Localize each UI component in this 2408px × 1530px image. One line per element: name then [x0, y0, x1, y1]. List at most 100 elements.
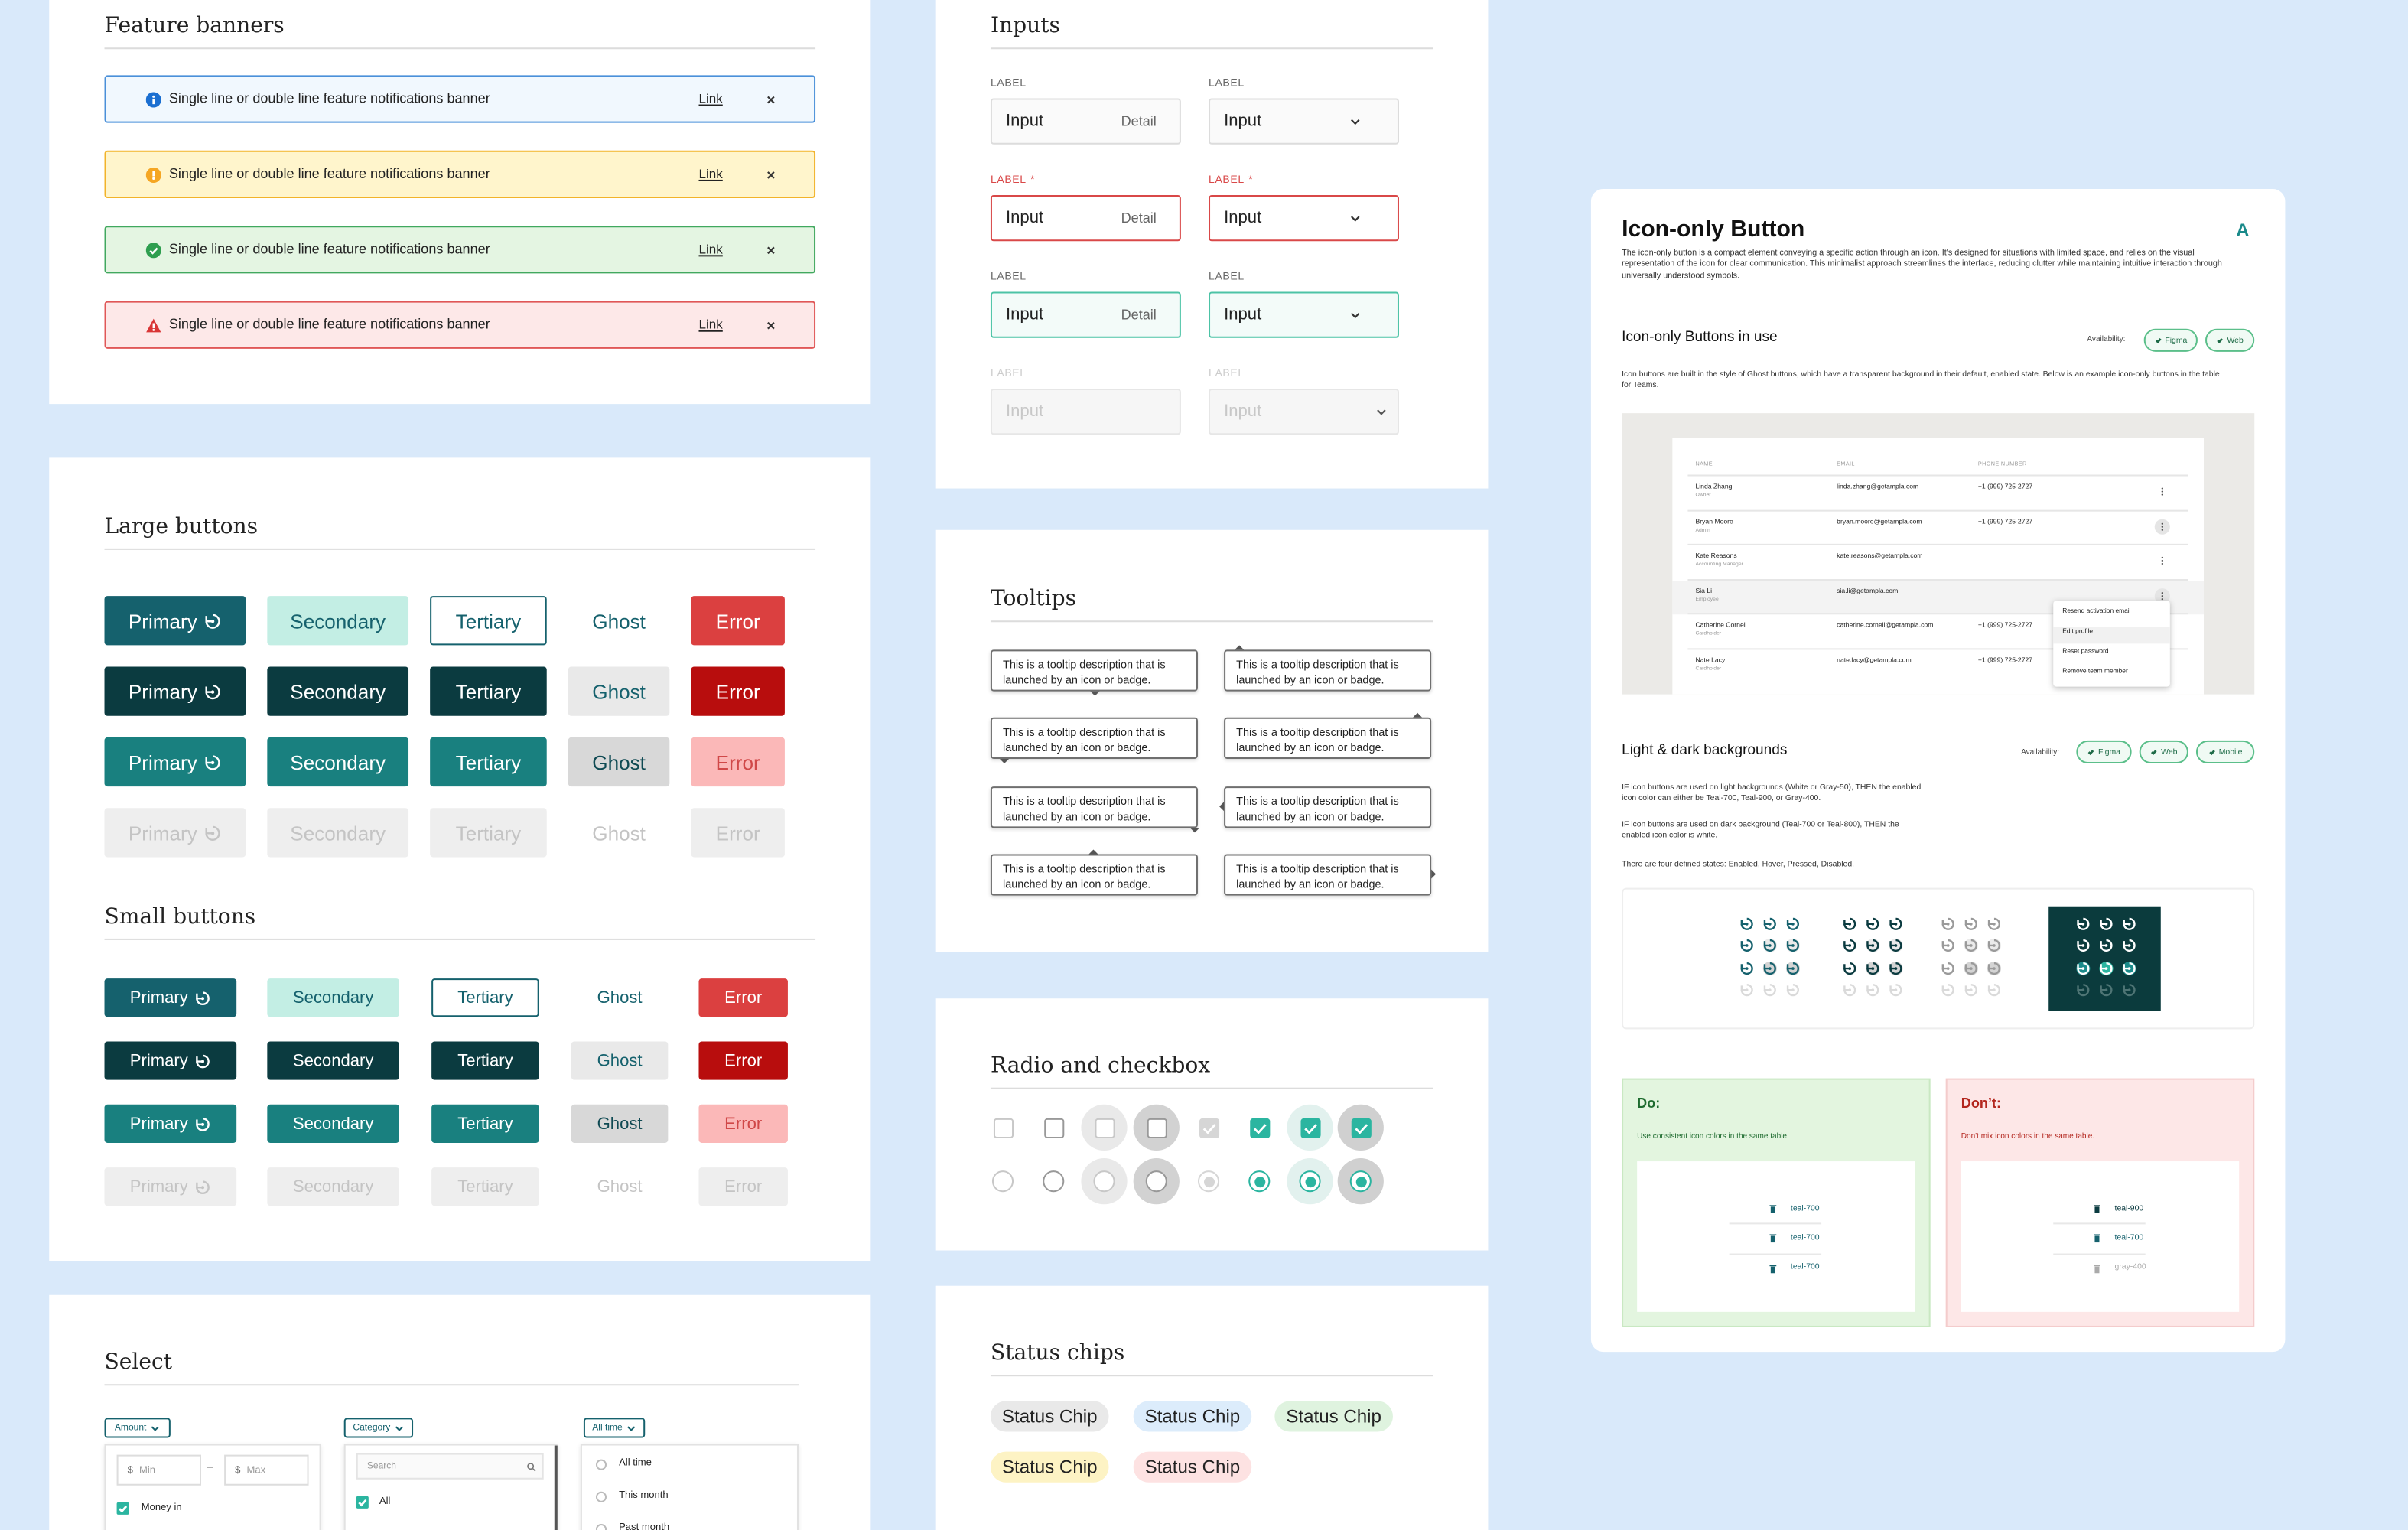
button[interactable]: Secondary — [267, 1041, 399, 1080]
button[interactable]: Tertiary — [431, 1041, 539, 1080]
radio[interactable] — [1043, 1170, 1065, 1193]
icon — [1769, 1264, 1777, 1273]
filter-chip[interactable]: Amount — [104, 1418, 171, 1438]
radio[interactable] — [595, 1459, 607, 1470]
filter-chevron — [395, 1424, 404, 1431]
radio[interactable] — [1197, 1170, 1220, 1193]
icon-dot — [1945, 922, 1949, 925]
checkbox[interactable] — [1094, 1117, 1115, 1138]
filter-chip[interactable]: Category — [343, 1418, 414, 1438]
select-input[interactable]: Input — [1209, 291, 1399, 338]
filter-chip[interactable]: All time — [583, 1418, 646, 1438]
button[interactable]: Tertiary — [430, 737, 547, 787]
checkbox[interactable] — [1350, 1117, 1371, 1138]
checkbox[interactable] — [1198, 1117, 1219, 1138]
close-button[interactable] — [763, 317, 779, 333]
radio[interactable] — [991, 1170, 1014, 1193]
button[interactable]: Error — [698, 1167, 788, 1206]
radio[interactable] — [595, 1491, 607, 1502]
banner-link[interactable]: Link — [698, 316, 723, 332]
checkbox[interactable] — [1146, 1117, 1167, 1138]
button[interactable]: Error — [698, 1104, 788, 1143]
radio[interactable] — [1145, 1170, 1167, 1193]
kebab-button[interactable] — [2155, 484, 2170, 500]
button[interactable]: Primary — [104, 596, 246, 646]
amount-input[interactable]: $ Max — [224, 1454, 309, 1486]
kebab-button[interactable] — [2154, 588, 2170, 604]
button[interactable]: Tertiary — [430, 808, 547, 858]
button[interactable]: Error — [691, 596, 785, 646]
button[interactable]: Primary — [104, 808, 246, 858]
close-button[interactable] — [763, 91, 779, 106]
button[interactable]: Error — [691, 737, 785, 787]
button[interactable]: Ghost — [568, 737, 670, 787]
checkbox[interactable] — [1249, 1117, 1270, 1138]
menu-item[interactable]: Resend activation email — [2062, 607, 2131, 615]
menu-item[interactable]: Edit profile — [2062, 627, 2094, 635]
icon — [2094, 1264, 2100, 1273]
button[interactable]: Ghost — [568, 666, 670, 716]
button[interactable]: Error — [698, 978, 788, 1017]
button[interactable]: Error — [691, 666, 785, 716]
radio[interactable] — [595, 1523, 607, 1530]
banner-link[interactable]: Link — [698, 165, 723, 181]
button[interactable]: Tertiary — [430, 596, 547, 646]
icon-arrow — [2076, 941, 2082, 947]
button[interactable]: Primary — [104, 1167, 237, 1206]
menu-item[interactable]: Reset password — [2062, 646, 2109, 655]
button[interactable]: Error — [691, 808, 785, 858]
search-input[interactable]: Search — [356, 1453, 544, 1480]
text-input[interactable]: Input Detail — [990, 291, 1181, 338]
button[interactable]: Secondary — [267, 978, 399, 1017]
button[interactable]: Secondary — [267, 737, 409, 787]
button[interactable]: Secondary — [267, 808, 409, 858]
button[interactable]: Tertiary — [431, 978, 539, 1017]
radio[interactable] — [1349, 1170, 1372, 1193]
select-input[interactable]: Input — [1209, 195, 1399, 242]
button[interactable]: Ghost — [568, 596, 670, 645]
amount-input[interactable]: $ Min — [116, 1454, 202, 1486]
button[interactable]: Primary — [104, 1104, 237, 1143]
button[interactable]: Secondary — [267, 596, 409, 646]
icon-arc — [1889, 984, 1902, 997]
radio[interactable] — [1248, 1170, 1271, 1193]
button[interactable]: Ghost — [571, 1167, 668, 1206]
close-button[interactable] — [763, 167, 779, 182]
icon-dot — [201, 1121, 205, 1125]
button[interactable]: Ghost — [571, 1104, 669, 1143]
select-input[interactable]: Input — [1209, 98, 1399, 145]
button[interactable]: Primary — [104, 978, 237, 1017]
button[interactable]: Tertiary — [430, 666, 547, 716]
button[interactable]: Tertiary — [431, 1104, 539, 1143]
kebab-button[interactable] — [2154, 518, 2170, 534]
icon-button-sample — [2098, 961, 2113, 975]
button[interactable]: Secondary — [267, 666, 409, 716]
radio[interactable] — [1299, 1170, 1321, 1193]
menu-item[interactable]: Remove team member — [2062, 666, 2128, 675]
icon-button-sample — [1785, 961, 1799, 975]
check-glyph — [2217, 338, 2224, 344]
checkbox[interactable] — [1300, 1117, 1320, 1138]
icon-arc — [1941, 916, 1954, 929]
button[interactable]: Secondary — [267, 1104, 399, 1143]
bin — [1770, 1265, 1775, 1273]
button[interactable]: Primary — [104, 666, 246, 716]
button[interactable]: Primary — [104, 1041, 237, 1080]
button[interactable]: Ghost — [571, 1041, 669, 1080]
checkbox[interactable] — [992, 1117, 1014, 1138]
banner-link[interactable]: Link — [698, 241, 723, 257]
button[interactable]: Primary — [104, 737, 246, 787]
kebab-button[interactable] — [2155, 553, 2170, 568]
checkbox[interactable] — [1043, 1117, 1064, 1138]
text-input[interactable]: Input Detail — [990, 98, 1181, 145]
button[interactable]: Secondary — [267, 1167, 399, 1206]
radio[interactable] — [1093, 1170, 1115, 1193]
close-button[interactable] — [763, 242, 779, 257]
button[interactable]: Ghost — [571, 978, 668, 1017]
banner-link[interactable]: Link — [698, 90, 723, 106]
button[interactable]: Tertiary — [431, 1167, 539, 1206]
text-input[interactable]: Input Detail — [990, 195, 1181, 242]
option-label: This month — [619, 1489, 669, 1501]
button[interactable]: Ghost — [568, 808, 670, 857]
button[interactable]: Error — [698, 1041, 788, 1080]
